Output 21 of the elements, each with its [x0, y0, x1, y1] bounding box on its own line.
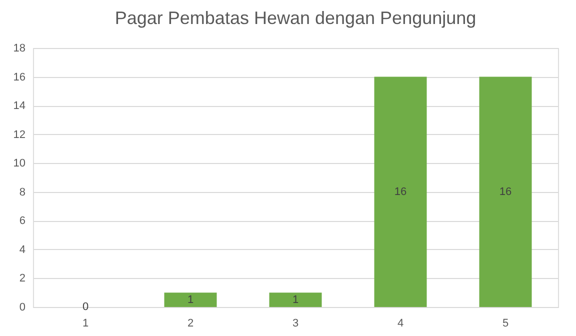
- y-tick-label: 16: [13, 71, 26, 84]
- data-label: 16: [394, 186, 407, 198]
- data-label: 1: [187, 294, 194, 306]
- y-tick-label: 4: [19, 244, 26, 256]
- data-label: 0: [82, 301, 89, 313]
- x-tick-label: 1: [82, 318, 89, 330]
- data-label: 16: [499, 186, 512, 198]
- y-tick-label: 8: [19, 186, 26, 198]
- y-tick-label: 2: [19, 272, 26, 285]
- y-tick-label: 6: [19, 215, 26, 228]
- y-tick-label: 0: [19, 302, 26, 314]
- chart-title: Pagar Pembatas Hewan dengan Pengunjung: [114, 8, 476, 28]
- x-tick-label: 4: [397, 318, 404, 330]
- y-tick-label: 10: [13, 158, 26, 170]
- x-tick-label: 3: [292, 318, 299, 330]
- x-tick-label: 2: [187, 318, 194, 330]
- y-tick-label: 12: [13, 128, 26, 141]
- x-tick-label: 5: [502, 318, 509, 330]
- data-label: 1: [292, 294, 299, 306]
- y-tick-label: 18: [13, 42, 26, 54]
- y-tick-label: 14: [13, 100, 26, 112]
